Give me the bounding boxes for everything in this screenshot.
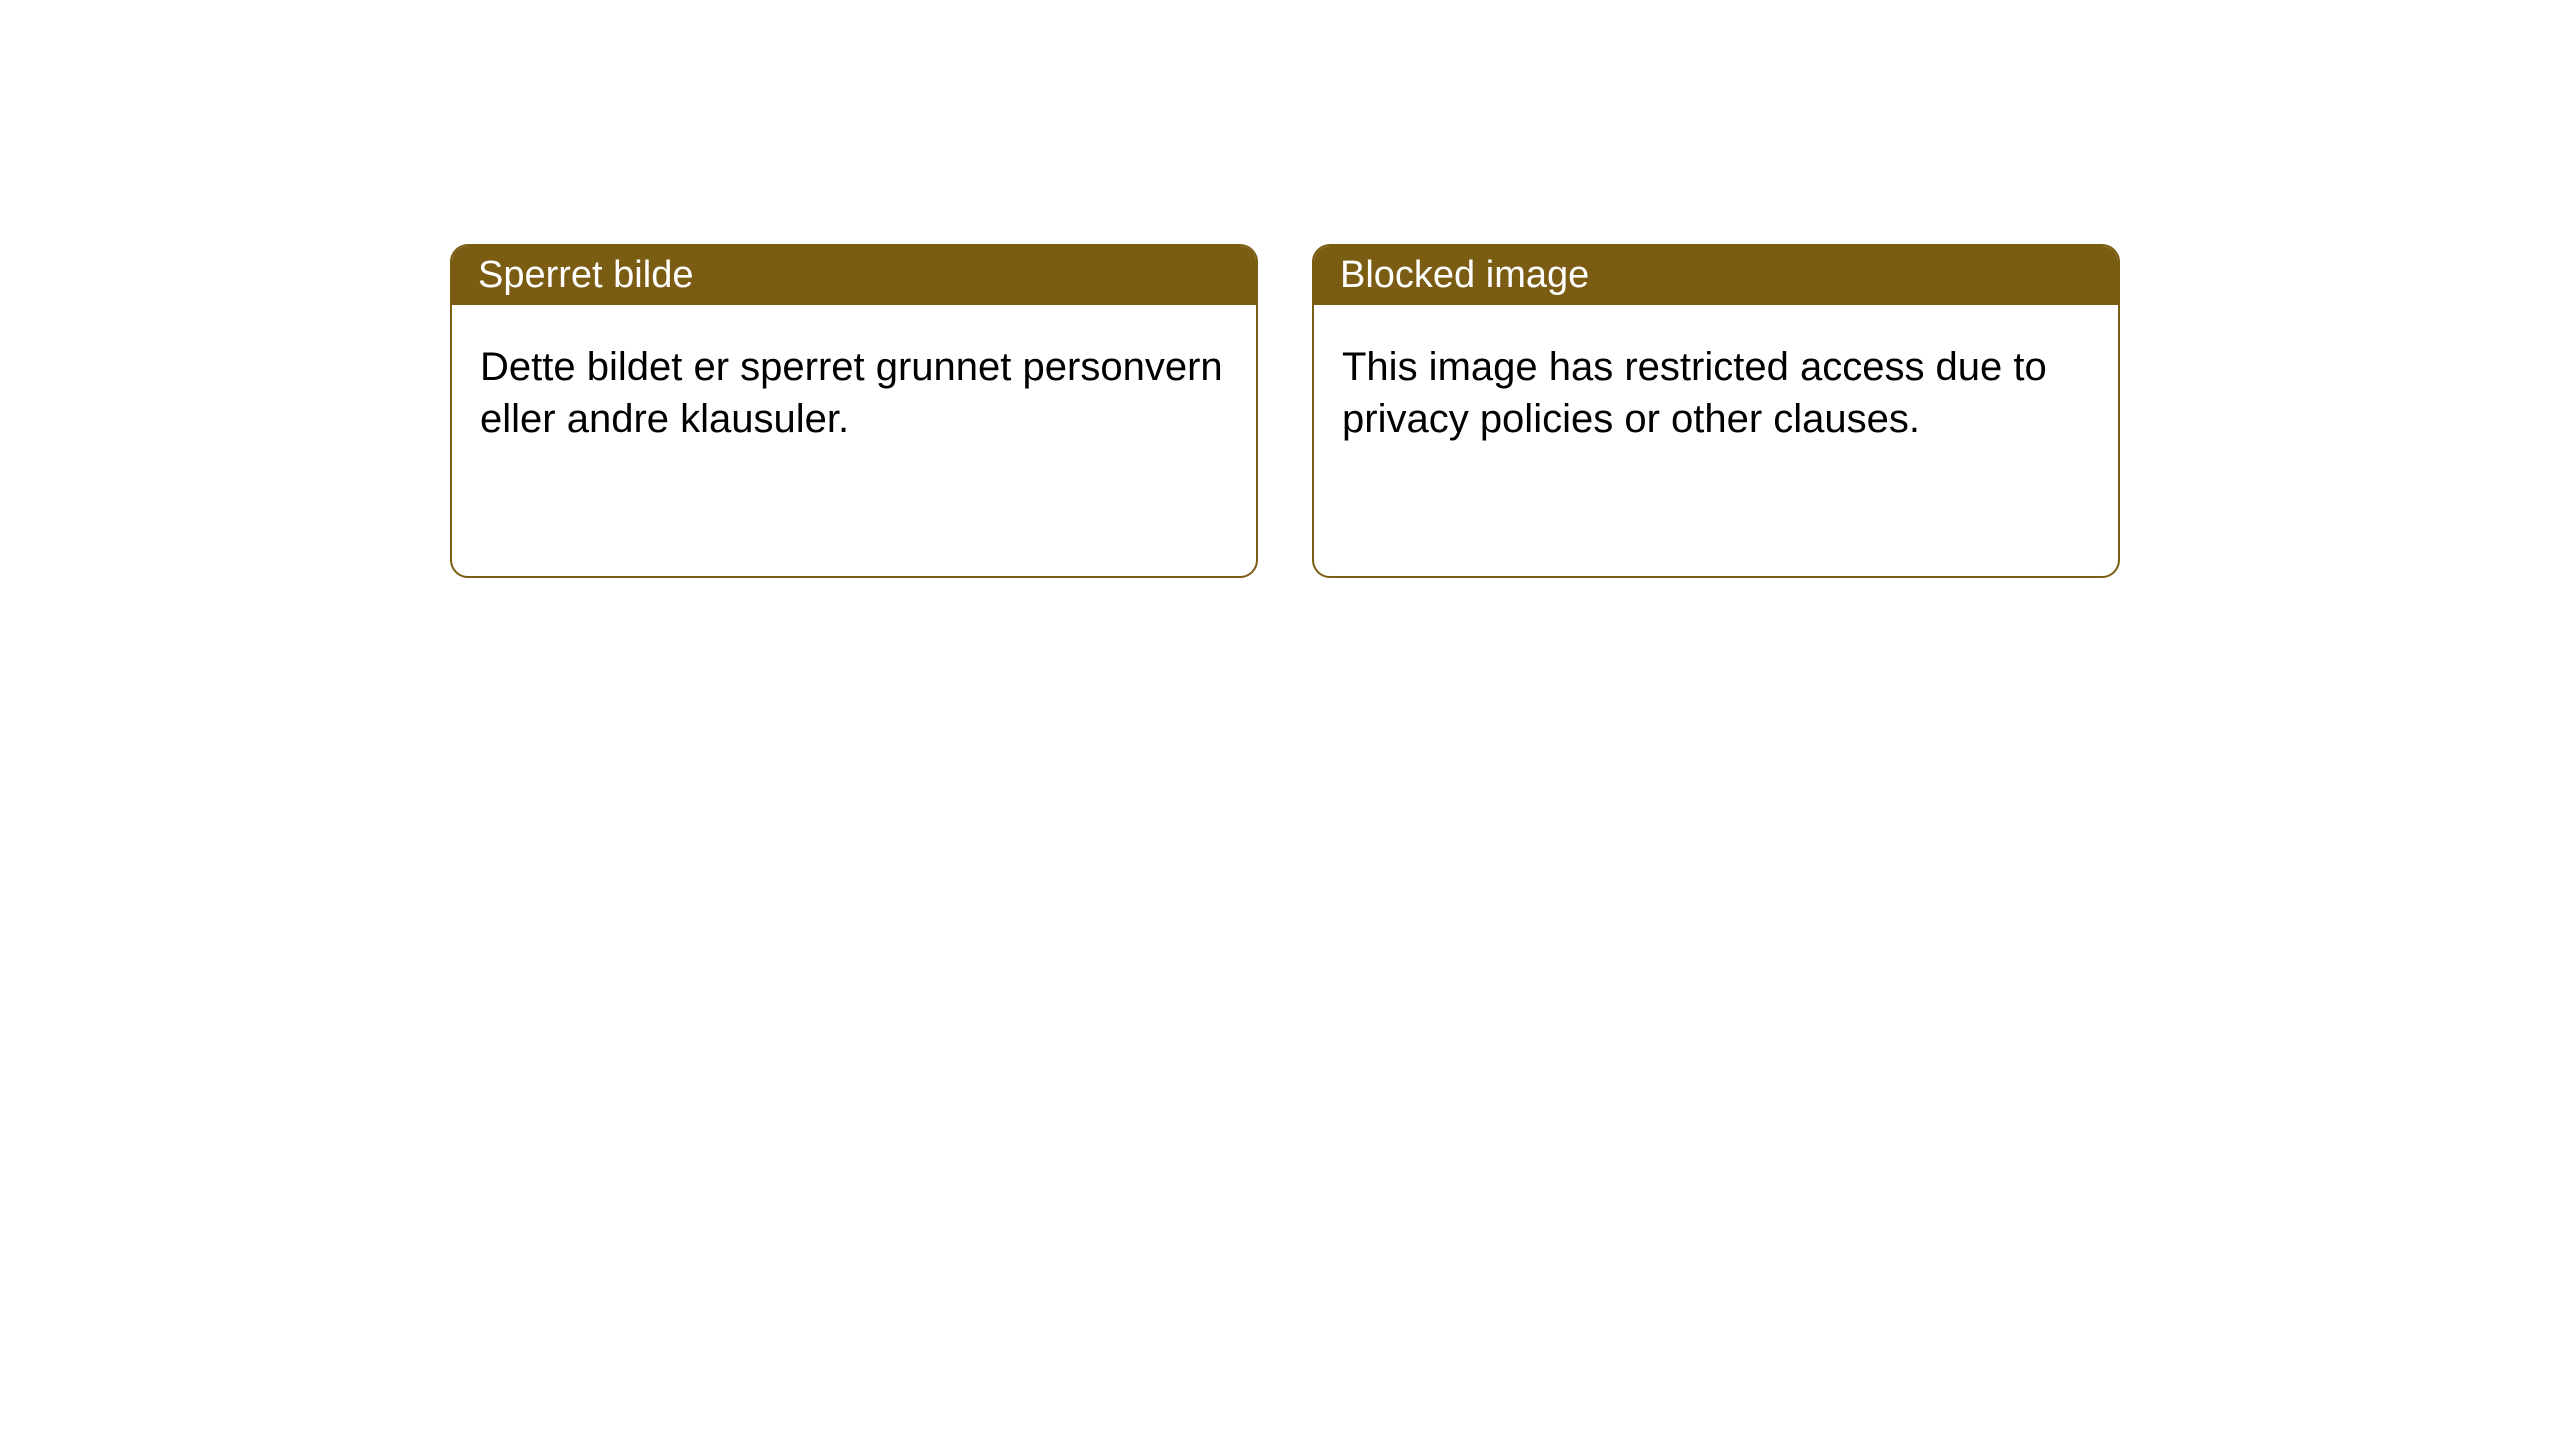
notice-title: Blocked image: [1340, 254, 1589, 296]
notice-card-english: Blocked image This image has restricted …: [1312, 244, 2120, 578]
notice-body: Dette bildet er sperret grunnet personve…: [452, 305, 1256, 481]
notice-container: Sperret bilde Dette bildet er sperret gr…: [0, 0, 2560, 578]
notice-body: This image has restricted access due to …: [1314, 305, 2118, 481]
notice-title: Sperret bilde: [478, 254, 693, 296]
notice-header: Sperret bilde: [452, 246, 1256, 305]
notice-body-text: This image has restricted access due to …: [1342, 345, 2047, 441]
notice-card-norwegian: Sperret bilde Dette bildet er sperret gr…: [450, 244, 1258, 578]
notice-body-text: Dette bildet er sperret grunnet personve…: [480, 345, 1223, 441]
notice-header: Blocked image: [1314, 246, 2118, 305]
